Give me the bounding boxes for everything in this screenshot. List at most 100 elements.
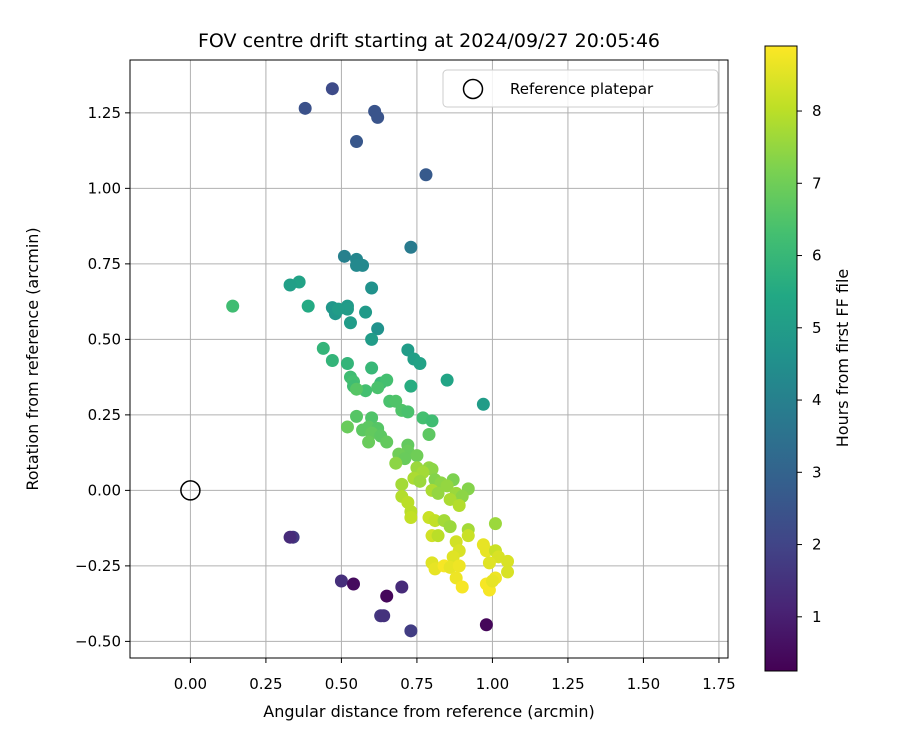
x-tick-label: 0.00 — [174, 675, 207, 693]
x-tick-label: 1.25 — [551, 675, 584, 693]
x-tick-label: 0.75 — [400, 675, 433, 693]
scatter-point — [283, 278, 297, 292]
scatter-point — [461, 529, 475, 543]
y-tick-label: −0.25 — [75, 557, 121, 575]
scatter-point — [404, 240, 418, 254]
y-axis-ticks: −0.50 −0.25 0.00 0.25 0.50 0.75 1.00 1.25 — [75, 104, 130, 650]
scatter-point — [455, 580, 469, 594]
scatter-point — [404, 511, 418, 525]
scatter-point — [371, 322, 385, 336]
y-tick-label: 0.25 — [88, 406, 121, 424]
colorbar — [764, 45, 798, 672]
y-axis-label: Rotation from reference (arcmin) — [23, 227, 42, 490]
colorbar-tick-label: 1 — [812, 608, 822, 626]
colorbar-tick-label: 6 — [812, 247, 822, 265]
scatter-point — [340, 302, 354, 316]
scatter-point — [395, 477, 409, 491]
scatter-point — [479, 544, 493, 558]
scatter-point — [440, 373, 454, 387]
reference-platepar-marker — [180, 480, 201, 501]
scatter-point — [501, 565, 515, 579]
scatter-point — [325, 82, 339, 96]
scatter-point — [410, 449, 424, 463]
scatter-point — [413, 474, 427, 488]
scatter-point — [301, 299, 315, 313]
scatter-point — [325, 354, 339, 368]
scatter-point — [283, 530, 297, 544]
scatter-point — [401, 405, 415, 419]
scatter-point — [380, 435, 394, 449]
chart-title: FOV centre drift starting at 2024/09/27 … — [198, 30, 660, 52]
colorbar-ticks: 1 2 3 4 5 6 7 8 — [797, 102, 822, 626]
scatter-point — [226, 299, 240, 313]
scatter-point — [340, 420, 354, 434]
scatter-point — [337, 249, 351, 263]
scatter-point — [422, 428, 436, 442]
scatter-point — [380, 589, 394, 603]
colorbar-tick-label: 2 — [812, 536, 822, 554]
y-tick-label: 1.25 — [88, 104, 121, 122]
scatter-point — [298, 101, 312, 115]
scatter-point — [428, 514, 442, 528]
scatter-point — [476, 397, 490, 411]
x-tick-label: 1.00 — [476, 675, 509, 693]
scatter-point — [485, 574, 499, 588]
y-tick-label: 0.50 — [88, 330, 121, 348]
scatter-point — [479, 618, 493, 632]
scatter-point — [425, 414, 439, 428]
scatter-point — [359, 305, 373, 319]
colorbar-tick-label: 4 — [812, 391, 822, 409]
scatter-point — [340, 357, 354, 371]
scatter-point — [431, 529, 445, 543]
colorbar-tick-label: 5 — [812, 319, 822, 337]
scatter-point — [482, 556, 496, 570]
colorbar-tick-label: 8 — [812, 102, 822, 120]
legend-label: Reference platepar — [510, 80, 654, 98]
scatter-point — [371, 110, 385, 124]
scatter-point — [443, 520, 457, 534]
y-tick-label: 0.00 — [88, 481, 121, 499]
scatter-point — [350, 258, 364, 272]
scatter-point — [365, 281, 379, 295]
scatter-point — [316, 341, 330, 355]
scatter-point — [380, 373, 394, 387]
grid-lines — [130, 60, 728, 658]
scatter-point — [377, 609, 391, 623]
scatter-point — [413, 357, 427, 371]
scatter-point — [365, 361, 379, 375]
scatter-point — [419, 168, 433, 182]
data-points — [226, 82, 515, 638]
scatter-point — [371, 381, 385, 395]
scatter-point — [350, 135, 364, 149]
x-tick-label: 1.75 — [702, 675, 735, 693]
x-tick-label: 0.50 — [325, 675, 358, 693]
y-tick-label: −0.50 — [75, 632, 121, 650]
scatter-point — [362, 435, 376, 449]
x-axis-ticks: 0.00 0.25 0.50 0.75 1.00 1.25 1.50 1.75 — [174, 658, 736, 693]
legend-box — [442, 69, 719, 108]
legend: Reference platepar — [442, 69, 719, 108]
x-axis-label: Angular distance from reference (arcmin) — [263, 702, 594, 721]
scatter-point — [346, 577, 360, 591]
scatter-point — [389, 456, 403, 470]
scatter-point — [334, 574, 348, 588]
colorbar-label: Hours from first FF file — [833, 269, 852, 448]
scatter-point — [365, 332, 379, 346]
scatter-point — [395, 580, 409, 594]
scatter-point — [404, 379, 418, 393]
scatter-point — [488, 517, 502, 531]
scatter-point — [452, 559, 466, 573]
scatter-point — [350, 409, 364, 423]
scatter-point — [440, 479, 454, 493]
scatter-point — [452, 498, 466, 512]
scatter-point — [343, 316, 357, 330]
y-tick-label: 0.75 — [88, 255, 121, 273]
plot-frame — [129, 59, 729, 659]
colorbar-tick-label: 7 — [812, 174, 822, 192]
scatter-point — [431, 486, 445, 500]
colorbar-tick-label: 3 — [812, 463, 822, 481]
scatter-point — [404, 624, 418, 638]
x-tick-label: 0.25 — [249, 675, 282, 693]
legend-marker — [462, 78, 484, 100]
